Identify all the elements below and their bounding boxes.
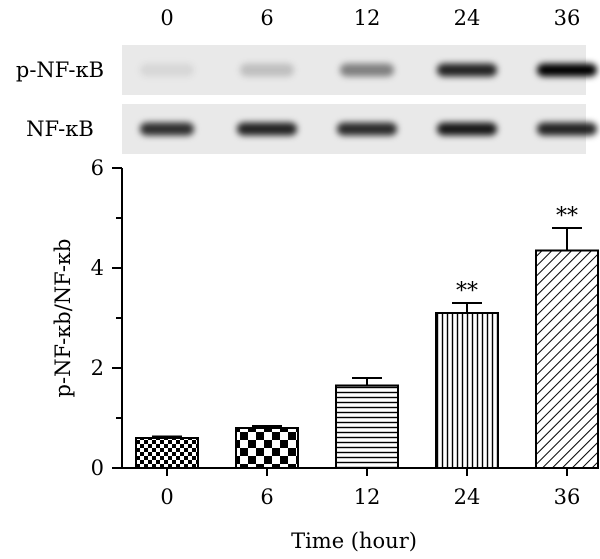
lane-label: 36 <box>554 6 581 30</box>
bar-12 <box>335 384 399 469</box>
blot-band <box>537 63 597 77</box>
blot-band <box>237 122 297 136</box>
lane-label: 12 <box>354 6 381 30</box>
blot-band <box>240 63 294 77</box>
x-tick-label: 6 <box>260 485 273 509</box>
blot-band <box>537 122 597 136</box>
significance-label: ** <box>556 204 578 229</box>
blot-band <box>140 63 194 77</box>
x-tick-label: 24 <box>454 485 481 509</box>
bars <box>135 249 599 469</box>
significance-label: ** <box>456 279 478 304</box>
bar-24 <box>435 312 499 469</box>
bar-6 <box>235 427 299 469</box>
lane-label: 24 <box>454 6 481 30</box>
y-tick-label: 2 <box>91 356 104 380</box>
blot-band <box>437 122 497 136</box>
error-bars <box>152 227 582 438</box>
bar-36 <box>535 249 599 469</box>
blot-rows: p-NF-κB NF-κB <box>16 45 597 154</box>
bar-0 <box>135 437 199 469</box>
x-tick-label: 12 <box>354 485 381 509</box>
blot-row-label: NF-κB <box>26 117 94 141</box>
blot-row-label: p-NF-κB <box>16 58 104 82</box>
y-tick-label: 4 <box>91 256 104 280</box>
significance-markers: ** ** <box>456 204 578 304</box>
x-tick-label: 0 <box>160 485 173 509</box>
x-axis-label: Time (hour) <box>291 529 417 553</box>
western-blot: 0 6 12 24 36 p-NF-κB NF-κB <box>16 6 597 154</box>
x-ticks: 0 6 12 24 36 <box>160 468 580 509</box>
lane-label: 6 <box>260 6 273 30</box>
blot-band <box>437 63 497 77</box>
lane-label: 0 <box>160 6 173 30</box>
blot-row: p-NF-κB <box>16 45 597 95</box>
lane-labels: 0 6 12 24 36 <box>160 6 580 30</box>
x-tick-label: 36 <box>554 485 581 509</box>
blot-band <box>140 122 194 136</box>
y-ticks: 0 2 4 6 <box>91 156 122 480</box>
blot-band <box>340 63 394 77</box>
y-axis-label: p-NF-κb/NF-κb <box>51 239 75 398</box>
y-tick-label: 0 <box>91 456 104 480</box>
y-tick-label: 6 <box>91 156 104 180</box>
blot-row: NF-κB <box>26 104 597 154</box>
blot-band <box>337 122 397 136</box>
